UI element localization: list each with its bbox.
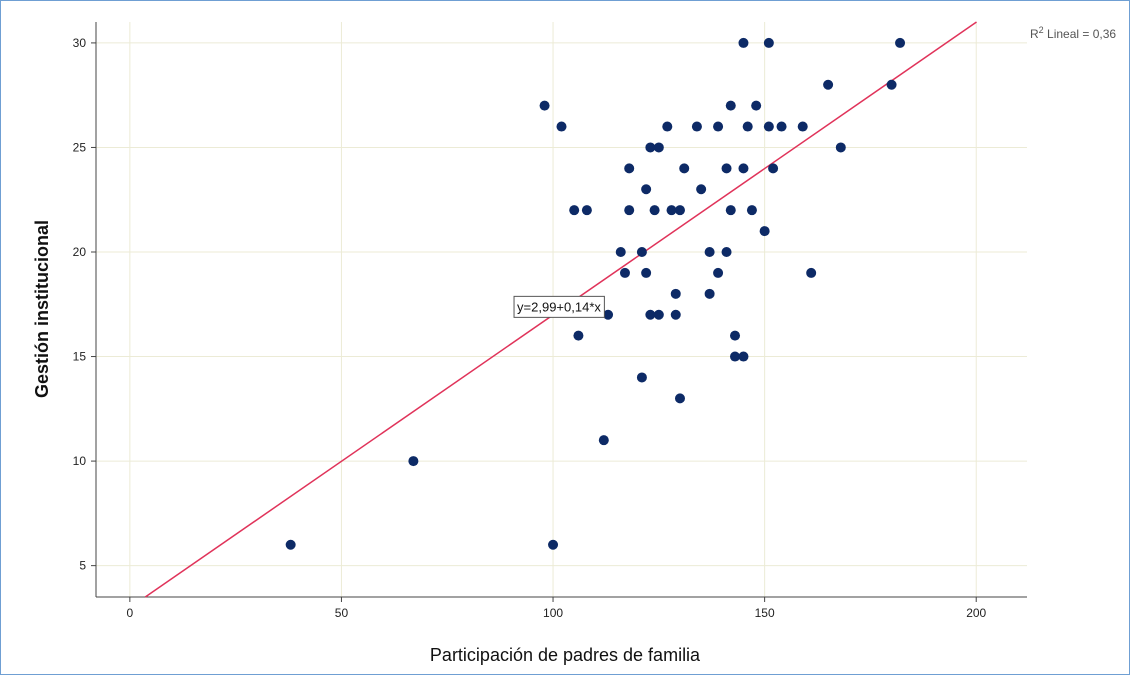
- equation-box: y=2,99+0,14*x: [513, 295, 605, 318]
- data-point: [569, 205, 580, 216]
- data-point: [696, 184, 707, 195]
- data-point: [763, 37, 774, 48]
- data-point: [556, 121, 567, 132]
- data-point: [730, 351, 741, 362]
- data-point: [598, 435, 609, 446]
- data-point: [721, 163, 732, 174]
- grid-lines: [96, 22, 1027, 597]
- data-point: [721, 247, 732, 257]
- data-point: [751, 100, 762, 111]
- x-axis-title: Participación de padres de familia: [430, 645, 701, 665]
- data-point: [679, 163, 690, 174]
- data-point: [573, 330, 584, 341]
- x-tick-label: 200: [966, 606, 986, 620]
- data-point: [823, 79, 834, 90]
- data-point: [285, 539, 296, 550]
- x-tick-label: 100: [543, 606, 563, 620]
- data-point: [666, 205, 677, 216]
- data-point: [674, 393, 685, 404]
- data-point: [725, 100, 736, 111]
- data-point: [408, 456, 419, 467]
- equation-label: y=2,99+0,14*x: [517, 299, 601, 314]
- data-point: [738, 351, 749, 362]
- data-point: [636, 372, 647, 383]
- data-point: [691, 121, 702, 132]
- data-point: [776, 121, 787, 132]
- data-point: [674, 205, 685, 216]
- data-point: [653, 309, 664, 320]
- data-point: [713, 121, 724, 132]
- x-tick-label: 50: [335, 606, 349, 620]
- data-point: [670, 309, 681, 320]
- y-tick-label: 30: [73, 36, 87, 50]
- data-point: [641, 267, 652, 278]
- data-points: [285, 37, 906, 550]
- data-point: [581, 205, 592, 216]
- data-point: [886, 79, 897, 90]
- data-point: [615, 247, 626, 257]
- data-point: [763, 121, 774, 132]
- y-tick-label: 15: [73, 350, 87, 364]
- y-tick-label: 10: [73, 454, 87, 468]
- equation-box-border: [513, 295, 605, 318]
- data-point: [619, 267, 630, 278]
- y-tick-label: 20: [73, 245, 87, 259]
- data-point: [742, 121, 753, 132]
- data-point: [649, 205, 660, 216]
- data-point: [636, 247, 647, 257]
- data-point: [759, 226, 770, 237]
- y-tick-label: 5: [79, 559, 86, 573]
- data-point: [768, 163, 779, 174]
- data-point: [704, 247, 715, 257]
- data-point: [797, 121, 808, 132]
- r2-label: R2 Lineal = 0,36: [1030, 25, 1116, 41]
- data-point: [645, 142, 656, 153]
- data-point: [641, 184, 652, 195]
- x-tick-label: 0: [127, 606, 134, 620]
- data-point: [746, 205, 757, 216]
- data-point: [645, 309, 656, 320]
- y-tick-label: 25: [73, 140, 87, 154]
- data-point: [895, 37, 906, 48]
- x-tick-label: 150: [755, 606, 775, 620]
- data-point: [653, 142, 664, 153]
- axes: [91, 22, 1027, 602]
- data-point: [738, 163, 749, 174]
- data-point: [603, 309, 614, 320]
- data-point: [539, 100, 550, 111]
- data-point: [730, 330, 741, 341]
- data-point: [713, 267, 724, 278]
- data-point: [835, 142, 846, 153]
- y-axis-title: Gestión institucional: [32, 220, 52, 398]
- data-point: [670, 288, 681, 299]
- data-point: [624, 205, 635, 216]
- r2-suffix: Lineal = 0,36: [1044, 27, 1117, 41]
- data-point: [662, 121, 673, 132]
- data-point: [725, 205, 736, 216]
- r2-prefix: R: [1030, 27, 1039, 41]
- data-point: [806, 267, 817, 278]
- data-point: [738, 37, 749, 48]
- data-point: [548, 539, 559, 550]
- data-point: [624, 163, 635, 174]
- data-point: [704, 288, 715, 299]
- tick-labels: 0 50 100 150 200 5 10 15 20 25 30: [73, 36, 987, 620]
- r2-superscript: 2: [1039, 25, 1044, 35]
